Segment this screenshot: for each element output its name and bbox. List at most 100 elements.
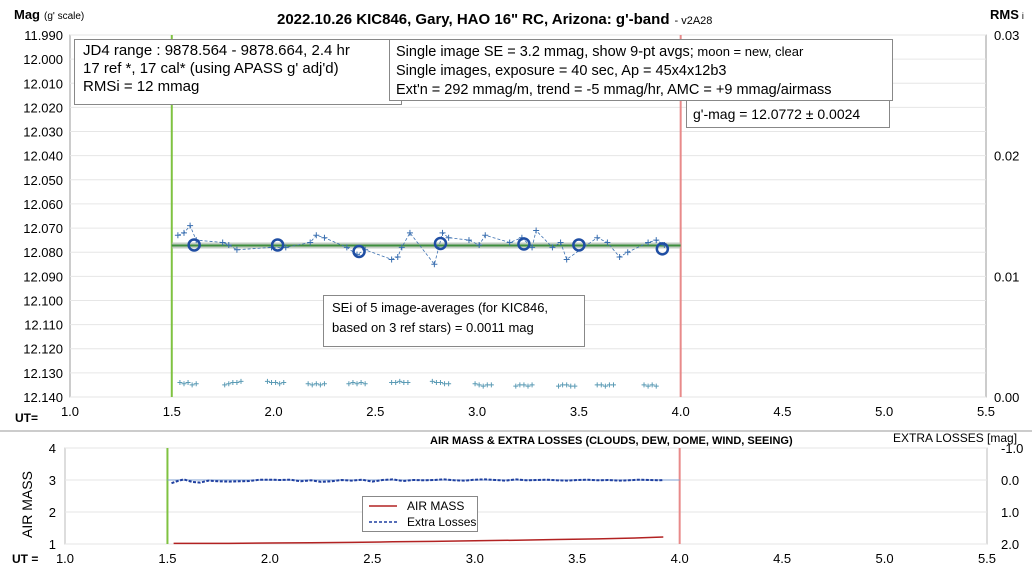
rms-point: [529, 382, 535, 388]
y-tick-label: 12.130: [23, 366, 63, 381]
y2-tick-label: 0.00: [994, 390, 1019, 405]
legend-swatches: [369, 505, 397, 523]
bottom-y2-tick-label: 0.0: [1001, 473, 1019, 488]
rms-point: [321, 381, 327, 387]
rms-point: [513, 383, 519, 389]
single-image-point: [398, 244, 405, 251]
rms-point: [525, 383, 531, 389]
y-tick-label: 12.080: [23, 245, 63, 260]
rms-point: [177, 380, 183, 386]
bottom-y-tick-label: 3: [49, 473, 56, 488]
x-tick-label: 5.5: [977, 404, 995, 419]
bottom-y-tick-label: 2: [49, 505, 56, 520]
rms-point: [181, 381, 187, 387]
single-image-se-text: Single image SE = 3.2 mmag, show 9-pt av…: [396, 44, 804, 60]
rms-point: [309, 382, 315, 388]
bottom-y-axis-label: AIR MASS: [19, 471, 35, 538]
rms-point: [405, 380, 411, 386]
average-point-circle: [517, 237, 531, 251]
extra-losses-line: [171, 478, 664, 485]
bottom-y2-tick-label: 2.0: [1001, 537, 1019, 552]
y2-tick-label: 0.01: [994, 269, 1019, 284]
rms-point: [273, 380, 279, 386]
rms-point: [429, 378, 435, 384]
single-image-point: [313, 232, 320, 239]
rms-point: [264, 378, 270, 384]
rms-point: [305, 381, 311, 387]
bottom-x-tick-label: 1.5: [158, 551, 176, 566]
single-image-point: [431, 261, 438, 268]
single-image-point: [394, 254, 401, 261]
rms-point: [189, 382, 195, 388]
x-tick-label: 3.0: [468, 404, 486, 419]
bottom-x-tick-label: 3.0: [466, 551, 484, 566]
rms-point: [185, 380, 191, 386]
single-image-point: [529, 244, 536, 251]
single-image-point: [482, 232, 489, 239]
single-image-point: [174, 232, 181, 239]
y-axis-label: Mag (g' scale): [14, 7, 84, 22]
rms-point: [238, 378, 244, 384]
rms-point: [277, 381, 283, 387]
rms-point: [226, 381, 232, 387]
single-image-point: [653, 237, 660, 244]
single-image-point: [624, 249, 631, 256]
single-image-point: [219, 239, 226, 246]
x-tick-label: 5.0: [875, 404, 893, 419]
single-image-point: [465, 237, 472, 244]
exposure-text: Single images, exposure = 40 sec, Ap = 4…: [396, 63, 727, 79]
y-tick-label: 12.030: [23, 125, 63, 140]
y-tick-label: 12.040: [23, 149, 63, 164]
x-axis-label-bottom: UT =: [12, 552, 38, 566]
single-image-point: [604, 239, 611, 246]
average-point-circle: [352, 244, 366, 259]
sei-text-line1: SEi of 5 image-averages (for KIC846,: [332, 300, 549, 315]
bottom-y2-tick-label: -1.0: [1001, 441, 1023, 456]
single-image-point: [225, 241, 232, 248]
average-point-circle: [433, 236, 448, 251]
rms-point: [437, 380, 443, 386]
single-image-point: [321, 234, 328, 241]
rms-point: [313, 381, 319, 387]
ref-stars-text: 17 ref *, 17 cal* (using APASS g' adj'd): [83, 60, 339, 77]
rms-point: [193, 381, 199, 387]
x-tick-label: 4.5: [773, 404, 791, 419]
rms-point: [598, 382, 604, 388]
y-tick-label: 12.020: [23, 100, 63, 115]
single-image-point: [406, 229, 413, 236]
single-image-point: [388, 256, 395, 263]
single-image-point: [506, 239, 513, 246]
rms-point: [472, 381, 478, 387]
rms-point: [281, 380, 287, 386]
sei-box: SEi of 5 image-averages (for KIC846, bas…: [323, 295, 585, 347]
single-image-point: [180, 229, 187, 236]
rms-point: [653, 383, 659, 389]
legend-losses-label: Extra Losses: [407, 515, 477, 529]
rms-point: [350, 380, 356, 386]
bottom-x-tick-label: 4.0: [671, 551, 689, 566]
average-point-circle: [572, 238, 586, 252]
legend-airmass-label: AIR MASS: [407, 499, 465, 513]
bottom-y-tick-label: 4: [49, 441, 56, 456]
single-image-point: [549, 244, 556, 251]
single-image-point: [533, 227, 540, 234]
rms-point: [354, 381, 360, 387]
airmass-line: [173, 536, 664, 545]
rms-point: [346, 381, 352, 387]
bottom-y2-tick-label: 1.0: [1001, 505, 1019, 520]
single-image-point: [343, 244, 350, 251]
single-image-trace: [177, 224, 665, 266]
x-tick-label: 1.0: [61, 404, 79, 419]
rmsi-text: RMSi = 12 mmag: [83, 78, 200, 95]
rms-point: [610, 382, 616, 388]
single-image-point: [439, 229, 446, 236]
y2-tick-label: 0.02: [994, 149, 1019, 164]
y-tick-label: 12.070: [23, 221, 63, 236]
rms-point: [641, 382, 647, 388]
y-tick-label: 12.140: [23, 390, 63, 405]
y-tick-label: 12.100: [23, 293, 63, 308]
jd-range-box: JD4 range : 9878.564 - 9878.664, 2.4 hr …: [74, 39, 402, 105]
rms-point: [358, 380, 364, 386]
rms-point: [645, 383, 651, 389]
bottom-x-tick-label: 2.0: [261, 551, 279, 566]
